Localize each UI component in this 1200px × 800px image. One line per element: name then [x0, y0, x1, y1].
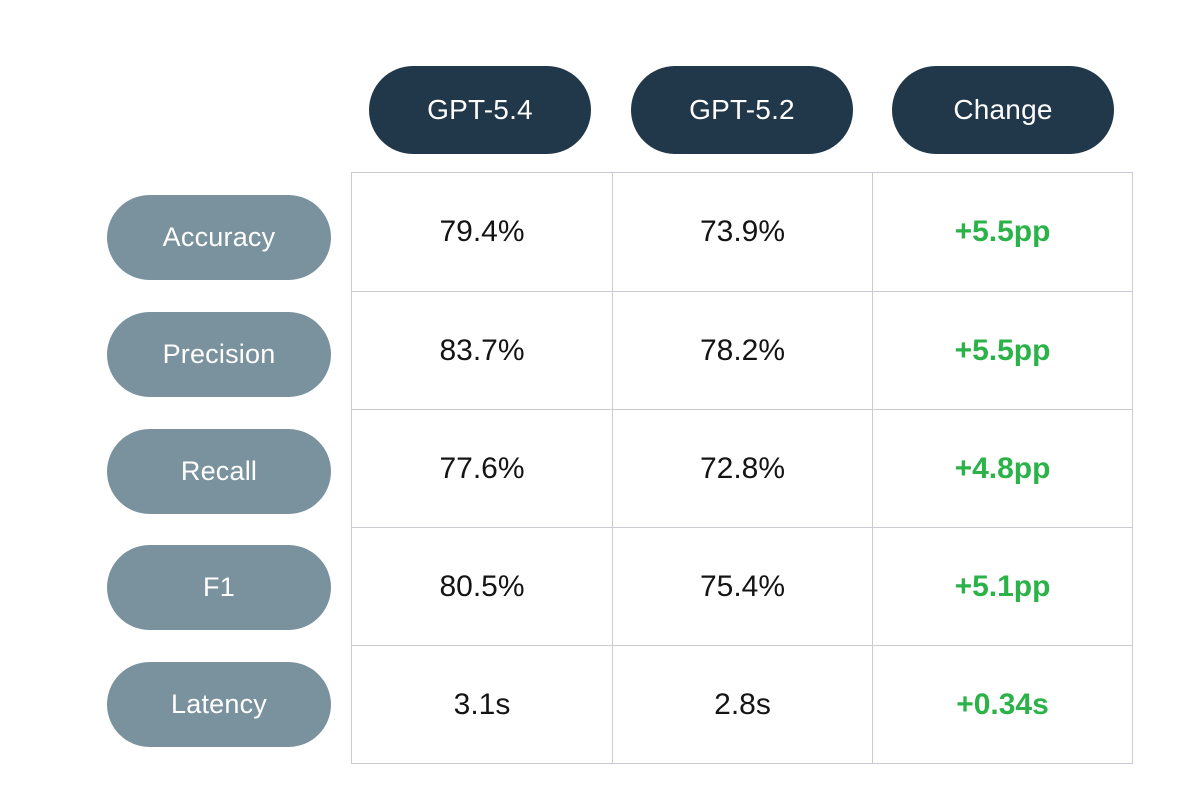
column-header-gpt-5-4: GPT-5.4 — [369, 66, 591, 154]
column-header-label: GPT-5.4 — [427, 94, 533, 125]
row-label-text: Precision — [162, 339, 276, 369]
metrics-table: 79.4% 73.9% +5.5pp 83.7% 78.2% +5.5pp 77… — [351, 172, 1133, 764]
row-label-f1: F1 — [107, 545, 331, 630]
row-label-recall: Recall — [107, 429, 331, 514]
row-label-text: Recall — [180, 456, 258, 486]
row-label-accuracy: Accuracy — [107, 195, 331, 280]
cell-precision-gpt-5-2: 78.2% — [612, 291, 872, 409]
row-label-latency: Latency — [107, 662, 331, 747]
column-header-label: Change — [953, 94, 1053, 125]
column-header-gpt-5-2: GPT-5.2 — [631, 66, 853, 154]
cell-f1-change: +5.1pp — [872, 527, 1132, 645]
cell-accuracy-change: +5.5pp — [872, 173, 1132, 291]
cell-accuracy-gpt-5-2: 73.9% — [612, 173, 872, 291]
row-label-precision: Precision — [107, 312, 331, 397]
cell-precision-change: +5.5pp — [872, 291, 1132, 409]
cell-accuracy-gpt-5-4: 79.4% — [439, 215, 525, 248]
row-label-text: Accuracy — [162, 222, 276, 252]
cell-recall-change: +4.8pp — [872, 409, 1132, 527]
cell-latency-change: +0.34s — [872, 645, 1132, 763]
cell-f1-gpt-5-4: 80.5% — [352, 527, 612, 645]
cell-recall-gpt-5-2: 72.8% — [612, 409, 872, 527]
column-header-label: GPT-5.2 — [689, 94, 795, 125]
cell-recall-gpt-5-4: 77.6% — [352, 409, 612, 527]
cell-latency-gpt-5-2: 2.8s — [612, 645, 872, 763]
column-header-change: Change — [892, 66, 1114, 154]
row-label-text: Latency — [171, 689, 267, 719]
cell-precision-gpt-5-4: 83.7% — [352, 291, 612, 409]
cell-latency-gpt-5-4: 3.1s — [352, 645, 612, 763]
cell-f1-gpt-5-2: 75.4% — [612, 527, 872, 645]
comparison-card: GPT-5.4 GPT-5.2 Change Accuracy Precisio… — [20, 16, 1180, 782]
row-label-text: F1 — [203, 572, 235, 602]
